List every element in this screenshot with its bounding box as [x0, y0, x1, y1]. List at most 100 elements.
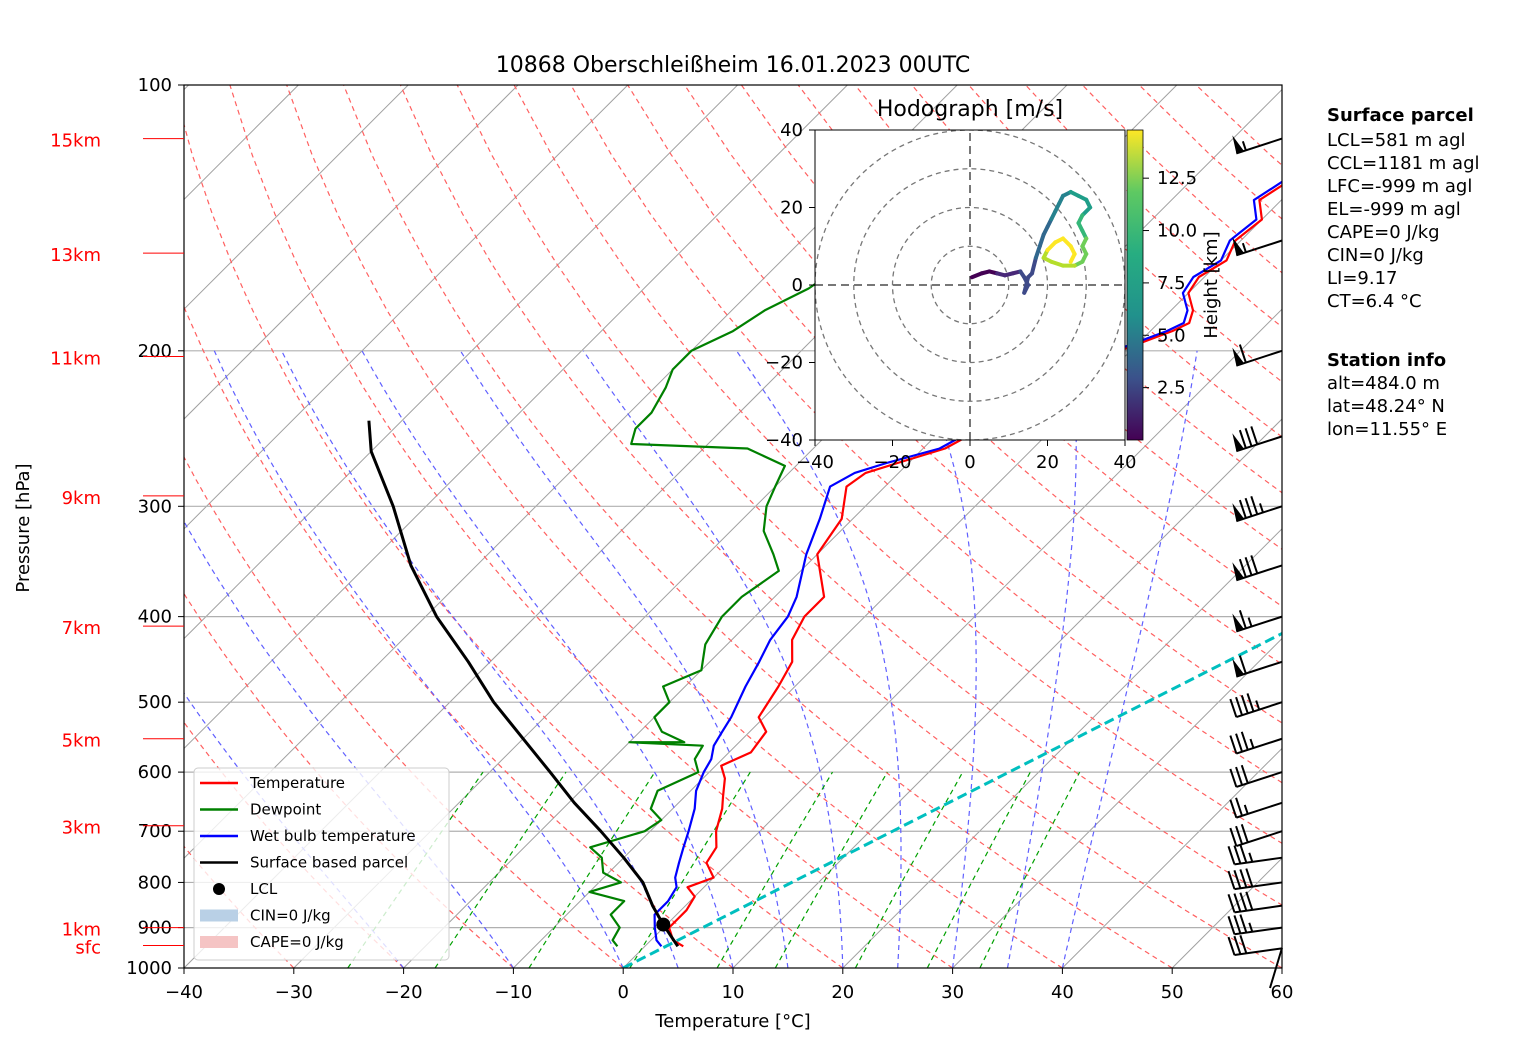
- wind-barb-staff: [1234, 947, 1283, 957]
- wind-barb-full: [1239, 844, 1248, 864]
- wind-barb-full: [1227, 870, 1236, 890]
- x-tick-label: −10: [494, 982, 532, 1003]
- wind-barb: [1229, 824, 1283, 848]
- wind-barb-full: [1238, 655, 1247, 674]
- hodograph-x-tick-label: 0: [964, 452, 975, 473]
- wind-barb-half: [1249, 738, 1255, 749]
- legend-swatch: [213, 883, 225, 895]
- wind-barb-full: [1229, 735, 1238, 754]
- wind-barb-flag: [1232, 503, 1244, 522]
- isotherm-line: [732, 418, 1282, 968]
- x-tick-label: 60: [1271, 982, 1294, 1003]
- wind-barb-staff: [1234, 856, 1283, 866]
- temperature-line: [667, 184, 1282, 948]
- hodograph-x-tick-label: 40: [1114, 452, 1137, 473]
- wind-barb-full: [1239, 935, 1248, 954]
- wind-barb-full: [1227, 894, 1236, 913]
- wind-barb-half: [1255, 700, 1261, 710]
- surface-parcel-info: Surface parcel LCL=581 m agl CCL=1181 m …: [1327, 105, 1480, 312]
- isotherm-line: [1062, 747, 1282, 968]
- y-tick-label: 300: [138, 496, 172, 517]
- hodograph-segment: [1068, 252, 1077, 264]
- wind-barb-full: [1235, 797, 1244, 817]
- hodograph-title: Hodograph [m/s]: [877, 97, 1063, 122]
- parcel-ccl: CCL=1181 m agl: [1327, 153, 1480, 174]
- wind-barb-staff: [1234, 926, 1283, 936]
- wet-bulb-temperature-line: [653, 180, 1282, 947]
- x-tick-label: 20: [831, 982, 854, 1003]
- wind-barb-full: [1244, 427, 1253, 447]
- x-tick-label: 0: [617, 982, 628, 1003]
- wind-barb-full: [1250, 496, 1259, 515]
- dry-adiabat-line: [184, 721, 405, 968]
- dry-adiabat-line: [184, 122, 844, 968]
- wind-barb-half: [1241, 141, 1247, 151]
- y-tick-label: 100: [138, 75, 172, 96]
- moist-adiabat-line: [281, 350, 679, 968]
- parcel-li: LI=9.17: [1327, 268, 1398, 289]
- wind-barb: [1227, 914, 1283, 936]
- hodograph-rings: [815, 130, 1125, 440]
- wind-barb-full: [1240, 694, 1249, 714]
- wind-barb: [1232, 610, 1283, 633]
- wind-barb-staff: [1236, 771, 1283, 788]
- wind-barb-full: [1227, 846, 1236, 865]
- lcl-point: [656, 917, 671, 932]
- wind-barb-full: [1246, 693, 1255, 712]
- wind-barb-full: [1250, 426, 1259, 445]
- wind-barbs: [1227, 135, 1283, 989]
- height-label: 9km: [62, 488, 101, 509]
- mixing-ratio-line: [716, 771, 834, 968]
- wind-barb-full: [1238, 429, 1247, 449]
- isotherm-line: [184, 85, 519, 420]
- moist-adiabat-line: [1006, 350, 1077, 968]
- isotherm-line: [952, 637, 1282, 968]
- parcel-ct: CT=6.4 °C: [1327, 291, 1422, 312]
- station-lat: lat=48.24° N: [1327, 396, 1445, 417]
- wind-barb-half: [1247, 617, 1253, 627]
- hodograph-inset: Hodograph [m/s] −40 −20 0 20 40 40 20 0 −20 −40 2…: [765, 97, 1222, 473]
- hodograph-axes: −40 −20 0 20 40 40 20 0 −20 −40: [765, 120, 1136, 473]
- x-tick-label: 10: [722, 982, 745, 1003]
- moist-adiabat-line: [459, 350, 789, 968]
- hodograph-x-tick-label: −40: [796, 452, 834, 473]
- x-axis-label: Temperature [°C]: [654, 1011, 810, 1032]
- wind-barb-full: [1245, 891, 1254, 911]
- wind-barb-full: [1239, 914, 1248, 933]
- wind-barb-full: [1233, 845, 1242, 864]
- x-tick-label: −20: [385, 982, 423, 1003]
- wind-barb: [1227, 935, 1283, 957]
- wind-barb: [1232, 344, 1283, 367]
- wind-barb: [1227, 868, 1283, 891]
- wind-barb-full: [1229, 698, 1238, 718]
- wind-barb-half: [1248, 922, 1254, 933]
- wind-barb-half: [1248, 852, 1254, 863]
- x-tick-label: 40: [1051, 982, 1074, 1003]
- wind-barb: [1232, 426, 1283, 453]
- wind-barb-staff: [1269, 947, 1283, 989]
- wind-barb-full: [1235, 696, 1244, 716]
- wind-barb: [1232, 237, 1283, 257]
- station-info-heading: Station info: [1327, 350, 1446, 371]
- wind-barb-flag: [1232, 562, 1244, 581]
- station-alt: alt=484.0 m: [1327, 373, 1440, 394]
- legend-label: Surface based parcel: [250, 854, 408, 872]
- hodograph-ring: [891, 206, 1049, 364]
- wind-barb-flag: [1232, 433, 1244, 452]
- moist-adiabat-line: [184, 520, 514, 968]
- dewpoint-line: [588, 134, 1051, 947]
- wind-barb-full: [1235, 766, 1244, 786]
- x-tick-label: 50: [1161, 982, 1184, 1003]
- y-tick-label: 200: [138, 341, 172, 362]
- wind-barb-full: [1238, 499, 1247, 519]
- dry-adiabat-line: [229, 85, 953, 968]
- wind-barb-full: [1235, 733, 1244, 753]
- parcel-lcl: LCL=581 m agl: [1327, 130, 1466, 151]
- legend-label: Temperature: [249, 774, 345, 792]
- mixing-ratio-line: [774, 771, 888, 968]
- wind-barb-full: [1239, 892, 1248, 912]
- hodograph-trace: [969, 190, 1093, 295]
- height-label: 15km: [50, 131, 101, 152]
- isotherm-line: [622, 308, 1282, 968]
